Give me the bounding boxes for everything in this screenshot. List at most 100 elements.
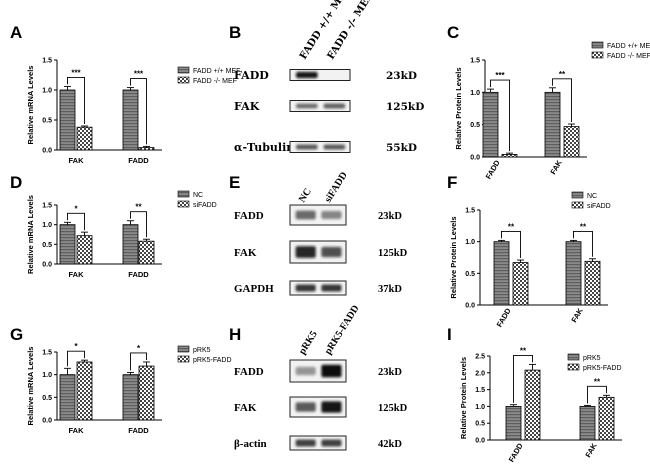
y-tick-label: 0.0 [42,418,52,425]
legend-label: pRK5 [583,355,601,362]
blot-size-label: 125kD [378,248,408,259]
y-tick-label: 0.0 [470,155,480,162]
blot-band [321,211,342,219]
legend-label: pRK5-FADD [193,357,232,364]
significance-bracket [552,78,572,123]
bar-fadd-control [122,374,139,421]
lane-label: NC [297,187,314,205]
blot-band [295,402,316,412]
significance-mark: *** [134,70,144,79]
x-category-label: FADD [128,156,149,165]
bar-fak-treated [76,235,93,265]
blot-band [296,103,318,109]
y-tick-label: 1.0 [470,90,480,97]
legend-label: pRK5 [193,347,211,354]
blot-protein-label: FAK [234,247,257,259]
blot-band [295,210,316,220]
panel-letter-h: H [229,325,241,344]
panel-letter-g: G [10,325,23,344]
x-category-label: FADD [128,270,149,279]
y-tick-label: 2.0 [475,370,485,377]
y-tick-label: 0.5 [465,271,475,278]
lane-label: pRK5-FADD [323,303,362,356]
bar-fadd-control [493,241,510,306]
bar-fak-control [579,405,596,441]
blot-protein-label: FAK [234,402,257,414]
legend-label: NC [587,193,597,200]
legend-swatch [177,200,190,208]
significance-bracket [130,78,147,145]
y-tick-label: 1.5 [475,387,485,394]
significance-bracket [573,230,593,257]
significance-mark: *** [495,71,505,80]
blot-size-label: 42kD [378,439,402,450]
legend-swatch [177,76,190,84]
significance-mark: ** [508,222,515,231]
blot-band [323,103,346,109]
bar-fak-control [544,91,561,158]
panel-letter-i: I [447,325,452,344]
significance-bracket [490,79,510,152]
bar-fak-treated [563,126,580,158]
y-tick-label: 0.5 [42,395,52,402]
y-tick-label: 0.0 [475,438,485,445]
bar-fak-control [59,89,76,151]
y-tick-label: 1.5 [42,350,52,357]
blot-protein-label: FAK [234,100,260,113]
x-category-label: FAK [569,306,585,324]
y-tick-label: 1.5 [465,208,475,215]
blot-band [321,401,342,413]
y-tick-label: 1.5 [470,58,480,65]
blot-band [296,71,318,79]
blot-strip [289,100,351,112]
blot-strip [289,204,347,226]
x-category-label: FADD [484,158,502,181]
y-tick-label: 0.5 [475,421,485,428]
legend-label: siFADD [587,203,611,210]
panel-letter-d: D [10,173,22,192]
legend-swatch [177,66,190,74]
blot-size-label: 125kD [386,101,424,113]
y-axis-title: Relative mRNA Levels [26,66,35,145]
blot-band [295,246,316,258]
chart-d: 0.0 0.5 1.0 1.5 Relative mRNA Levels * FAK ** FA… [26,190,217,279]
panel-letter-e: E [229,173,240,192]
blot-size-label: 23kD [378,367,402,378]
blot-protein-label: α-Tubulin [234,141,294,154]
lane-label: siFADD [323,170,350,204]
x-category-label: FAK [69,426,85,435]
x-category-label: FAK [69,156,85,165]
x-category-label: FAK [69,270,85,279]
bar-fak-control [565,241,582,306]
significance-mark: ** [559,70,566,79]
y-tick-label: 1.5 [42,203,52,210]
x-category-label: FADD [507,441,525,464]
blot-protein-label: FADD [234,210,264,222]
legend-label: pRK5-FADD [583,365,622,372]
bar-fadd-treated [512,262,529,306]
y-tick-label: 0.0 [42,148,52,155]
y-tick-label: 1.0 [42,222,52,229]
legend-swatch [571,201,584,209]
blot-protein-label: β-actin [234,438,267,450]
significance-mark: * [74,204,78,213]
blot-size-label: 37kD [378,284,402,295]
significance-bracket [501,230,521,259]
y-axis-title: Relative Protein Levels [449,216,458,298]
legend-swatch [177,190,190,198]
bar-fak-control [59,374,76,421]
bar-fadd-control [122,224,139,265]
y-tick-label: 1.0 [42,372,52,379]
panel-letter-b: B [229,23,241,42]
bar-fak-treated [76,126,93,151]
y-axis-title: Relative mRNA Levels [26,347,35,426]
y-tick-label: 1.5 [42,58,52,65]
legend-swatch [571,191,584,199]
blot-band [296,144,318,150]
legend-swatch [177,345,190,353]
chart-i: 0.0 0.5 1.0 1.5 2.0 2.5 Relative Protein Level… [459,346,622,464]
legend-label: siFADD [193,202,217,209]
significance-mark: ** [580,222,587,231]
significance-mark: * [137,344,141,353]
